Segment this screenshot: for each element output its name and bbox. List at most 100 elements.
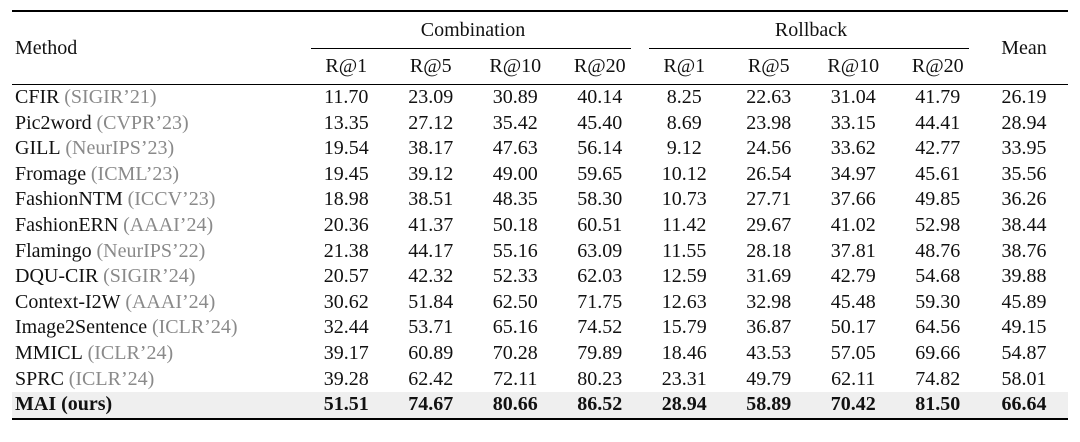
value-cell: 58.01 xyxy=(1001,367,1047,390)
method-name: Context-I2W xyxy=(15,290,121,313)
metric-header-combination-r5: R@5 xyxy=(409,55,452,77)
value-cell: 18.46 xyxy=(661,341,707,364)
value-cell: 45.40 xyxy=(577,111,623,134)
value-cell: 39.17 xyxy=(323,341,369,364)
value-cell: 57.05 xyxy=(830,341,876,364)
value-cell: 86.52 xyxy=(577,393,623,416)
method-cell: Flamingo (NeurIPS’22) xyxy=(12,239,304,265)
metric-header-rollback-r10: R@10 xyxy=(827,55,880,77)
value-cell: 62.50 xyxy=(492,290,538,313)
value-cell: 10.73 xyxy=(661,188,707,211)
value-cell: 23.09 xyxy=(408,86,454,108)
method-venue: (SIGIR’24) xyxy=(103,265,196,288)
method-cell: Context-I2W (AAAI’24) xyxy=(12,290,304,316)
group-header-combination: Combination xyxy=(304,11,642,49)
value-cell: 60.51 xyxy=(577,213,623,236)
value-cell: 54.68 xyxy=(915,265,961,288)
table-row: GILL (NeurIPS’23) 19.54 38.17 47.63 56.14 9.1… xyxy=(12,136,1068,162)
value-cell: 34.97 xyxy=(830,162,876,185)
value-cell: 56.14 xyxy=(577,137,623,160)
value-cell: 20.57 xyxy=(323,265,369,288)
table-body: CFIR (SIGIR’21) 11.70 23.09 30.89 40.14 8.25 2… xyxy=(12,85,1069,419)
group-label-rollback: Rollback xyxy=(774,19,848,41)
value-cell: 72.11 xyxy=(493,367,538,390)
value-cell: 52.33 xyxy=(492,265,538,288)
value-cell: 47.63 xyxy=(492,137,538,160)
value-cell: 30.89 xyxy=(492,86,538,108)
method-cell: SPRC (ICLR’24) xyxy=(12,367,304,393)
value-cell: 49.15 xyxy=(1001,316,1047,339)
value-cell: 29.67 xyxy=(746,213,792,236)
method-venue: (NeurIPS’23) xyxy=(65,137,175,160)
value-cell: 12.63 xyxy=(661,290,707,313)
value-cell: 38.17 xyxy=(408,137,454,160)
value-cell: 43.53 xyxy=(746,341,792,364)
value-cell: 27.12 xyxy=(408,111,454,134)
value-cell: 64.56 xyxy=(915,316,961,339)
value-cell: 74.82 xyxy=(915,367,961,390)
value-cell: 49.85 xyxy=(915,188,961,211)
method-name: CFIR xyxy=(15,86,60,108)
method-cell: MAI (ours) xyxy=(12,392,304,419)
value-cell: 58.30 xyxy=(577,188,623,211)
method-column-header: Method xyxy=(15,36,78,59)
value-cell: 35.42 xyxy=(492,111,538,134)
value-cell: 12.59 xyxy=(661,265,707,288)
method-cell: DQU-CIR (SIGIR’24) xyxy=(12,264,304,290)
metric-header-rollback-r20: R@20 xyxy=(911,55,964,77)
metric-header-rollback-r1: R@1 xyxy=(663,55,706,77)
method-cell: FashionNTM (ICCV’23) xyxy=(12,187,304,213)
header-group-row: Method Combination Rollback Mean xyxy=(12,11,1068,59)
value-cell: 52.98 xyxy=(915,213,961,236)
value-cell: 32.44 xyxy=(323,316,369,339)
table-row: FashionNTM (ICCV’23) 18.98 38.51 48.35 58.30… xyxy=(12,187,1068,213)
value-cell: 42.32 xyxy=(408,265,454,288)
value-cell: 45.61 xyxy=(915,162,961,185)
table-row: Image2Sentence (ICLR’24) 32.44 53.71 65.16 7… xyxy=(12,315,1068,341)
value-cell: 79.89 xyxy=(577,341,623,364)
method-name: Fromage xyxy=(15,162,87,185)
value-cell: 39.28 xyxy=(323,367,369,390)
group-header-rollback: Rollback xyxy=(642,11,980,49)
value-cell: 74.67 xyxy=(408,393,454,416)
value-cell: 30.62 xyxy=(323,290,369,313)
value-cell: 8.69 xyxy=(666,111,702,134)
value-cell: 48.76 xyxy=(915,239,961,262)
value-cell: 19.54 xyxy=(323,137,369,160)
value-cell: 41.79 xyxy=(915,86,961,108)
value-cell: 11.70 xyxy=(324,86,369,108)
group-label-combination: Combination xyxy=(420,19,526,41)
value-cell: 63.09 xyxy=(577,239,623,262)
value-cell: 28.94 xyxy=(661,393,707,416)
value-cell: 13.35 xyxy=(323,111,369,134)
table-row: CFIR (SIGIR’21) 11.70 23.09 30.89 40.14 8.25 2… xyxy=(12,85,1068,111)
method-name: MMICL xyxy=(15,341,83,364)
table-row: Context-I2W (AAAI’24) 30.62 51.84 62.50 71.7… xyxy=(12,290,1068,316)
value-cell: 58.89 xyxy=(746,393,792,416)
value-cell: 15.79 xyxy=(661,316,707,339)
value-cell: 42.79 xyxy=(830,265,876,288)
value-cell: 81.50 xyxy=(915,393,961,416)
value-cell: 11.55 xyxy=(662,239,707,262)
value-cell: 69.66 xyxy=(915,341,961,364)
value-cell: 41.37 xyxy=(408,213,454,236)
value-cell: 28.94 xyxy=(1001,111,1047,134)
value-cell: 42.77 xyxy=(915,137,961,160)
value-cell: 54.87 xyxy=(1001,341,1047,364)
value-cell: 40.14 xyxy=(577,86,623,108)
value-cell: 74.52 xyxy=(577,316,623,339)
value-cell: 8.25 xyxy=(666,86,702,108)
metric-header-rollback-r5: R@5 xyxy=(747,55,790,77)
method-cell: Fromage (ICML’23) xyxy=(12,162,304,188)
value-cell: 26.54 xyxy=(746,162,792,185)
value-cell: 24.56 xyxy=(746,137,792,160)
value-cell: 62.11 xyxy=(831,367,876,390)
method-name: MAI (ours) xyxy=(15,393,113,416)
value-cell: 70.42 xyxy=(830,393,876,416)
method-venue: (NeurIPS’22) xyxy=(96,239,206,262)
value-cell: 44.17 xyxy=(408,239,454,262)
table-row: MMICL (ICLR’24) 39.17 60.89 70.28 79.89 18.46… xyxy=(12,341,1068,367)
value-cell: 39.12 xyxy=(408,162,454,185)
value-cell: 9.12 xyxy=(666,137,702,160)
method-cell: FashionERN (AAAI’24) xyxy=(12,213,304,239)
